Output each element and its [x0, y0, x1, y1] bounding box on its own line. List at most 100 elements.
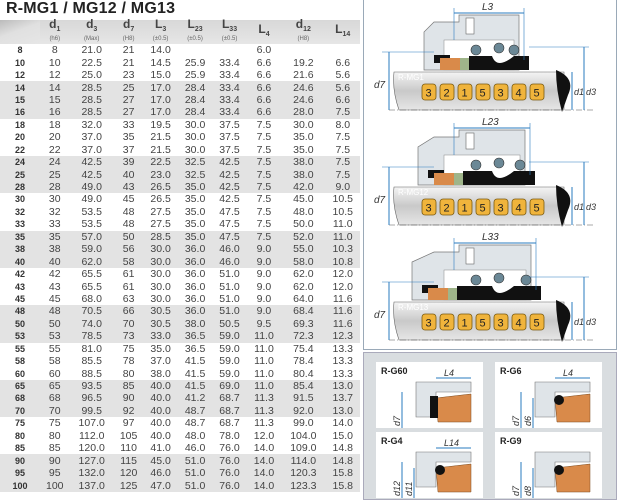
table-cell: 30.5	[143, 305, 178, 318]
o-ring	[470, 44, 482, 56]
table-cell: 11.0	[246, 330, 282, 343]
seal-model-label: R-MG13	[398, 303, 429, 312]
table-cell: 107.0	[78, 417, 105, 430]
table-cell: 30.0	[150, 280, 171, 293]
part-number: 4	[516, 203, 522, 215]
table-cell: 28.5	[69, 106, 114, 119]
part-number-badge	[493, 83, 509, 101]
table-cell: 38.0	[177, 317, 213, 331]
table-cell: 36.0	[177, 243, 213, 256]
table-cell: 15.8	[325, 466, 360, 480]
table-cell: 14	[40, 81, 70, 94]
row-size: 10	[14, 57, 25, 68]
row-size: 70	[0, 404, 40, 418]
row-size: 42	[14, 269, 25, 280]
table-row: 35 35 57.0 50 28.5 35.0 47.5 7.5 52.0 11.0	[0, 230, 360, 243]
table-cell: 73	[113, 330, 144, 343]
length-dimension-label: L33	[482, 232, 499, 243]
table-cell: 26.5	[150, 193, 171, 206]
table-cell: 15.0	[332, 429, 353, 442]
table-cell: 13.3	[332, 355, 353, 368]
part-number-badge	[457, 83, 473, 101]
table-cell: 41.2	[177, 392, 213, 405]
table-cell: 30.0	[143, 255, 178, 268]
table-cell: 7.5	[246, 230, 282, 243]
row-size: 8	[17, 45, 23, 56]
table-cell: 14.0	[246, 466, 282, 480]
table-cell: 19.5	[150, 118, 171, 131]
table-cell: 78.5	[69, 330, 114, 343]
part-number-badge	[475, 313, 491, 331]
table-cell: 47.5	[219, 218, 240, 231]
dimension-table: d1 (h6) d3 (Max) d7 (H8) L3 (±0.5) L23 (±0.5) L33(…	[0, 17, 360, 492]
table-row: 12 12 25.0 23 15.0 25.9 33.4 6.6 21.6 5.6	[0, 69, 360, 81]
table-cell: 6.6	[246, 81, 282, 94]
table-cell: 30.0	[150, 268, 171, 281]
table-cell: 42.5	[212, 155, 247, 169]
table-cell: 47.0	[143, 479, 178, 492]
col-subscript: 14	[342, 31, 351, 39]
seat-cup	[430, 396, 438, 418]
table-cell: 14.8	[332, 442, 353, 455]
table-cell: 23.0	[143, 168, 178, 181]
table-cell: 13.0	[325, 404, 360, 418]
row-size: 14	[0, 81, 40, 94]
column-header: d12 (H8)	[281, 18, 326, 44]
table-cell: 7.5	[256, 205, 272, 218]
row-size: 33	[14, 219, 25, 230]
table-cell: 7.5	[256, 193, 272, 206]
part-number-badge	[529, 83, 545, 101]
table-cell: 37.5	[219, 143, 240, 156]
col-symbol: L	[335, 21, 343, 36]
table-cell: 100	[40, 479, 70, 492]
table-cell: 51.0	[219, 292, 240, 305]
col-symbol: L	[187, 17, 195, 32]
table-cell: 37.0	[81, 131, 102, 144]
col-tolerance: (±0.5)	[221, 35, 238, 42]
row-size: 80	[14, 430, 25, 441]
o-ring	[514, 159, 526, 171]
table-cell: 80	[122, 367, 135, 380]
part-number-badge	[439, 313, 455, 331]
table-cell: 12.0	[253, 429, 275, 442]
table-cell: 38.0	[281, 168, 326, 181]
table-cell: 127.0	[69, 454, 114, 467]
table-cell: 24.6	[281, 93, 326, 107]
table-cell: 35	[122, 131, 135, 144]
table-cell: 30.0	[184, 143, 206, 156]
table-cell: 68.4	[281, 305, 326, 318]
page-title: R-MG1 / MG12 / MG13	[6, 0, 176, 17]
d7-label: d7	[374, 310, 386, 321]
table-cell: 28.5	[69, 93, 114, 107]
table-cell: 30.0	[293, 118, 314, 131]
row-size: 18	[14, 119, 25, 130]
table-cell: 11.0	[332, 218, 353, 231]
table-cell: 65.5	[81, 268, 102, 281]
table-cell: 21.5	[150, 131, 171, 144]
col-symbol: d	[86, 17, 94, 32]
table-cell: 41.5	[177, 379, 213, 393]
table-row: 45 45 68.0 63 30.0 36.0 51.0 9.0 64.0 11.6	[0, 293, 360, 305]
seat-oring	[435, 465, 445, 475]
table-cell: 21.6	[293, 69, 314, 82]
table-cell: 21	[122, 56, 135, 69]
column-header: L14	[325, 20, 360, 44]
table-cell: 76.0	[212, 454, 247, 467]
table-cell: 132.0	[69, 466, 114, 480]
table-cell: 51.0	[212, 305, 247, 318]
table-cell: 42.5	[69, 155, 114, 169]
table-cell: 47.5	[219, 205, 240, 218]
table-row: 100 100 137.0 125 47.0 51.0 76.0 14.0 123.3 15.8	[0, 479, 360, 492]
table-cell: 11.6	[325, 317, 360, 331]
table-cell: 91.5	[281, 392, 326, 405]
table-cell: 59.0	[219, 367, 240, 380]
d1-label: d1	[574, 202, 584, 212]
column-header: d1 (h6)	[40, 18, 70, 44]
table-cell: 42.5	[212, 168, 247, 181]
table-cell: 40.0	[150, 417, 171, 430]
part-number-badge	[529, 313, 545, 331]
table-cell: 74.0	[69, 317, 114, 331]
table-cell: 66	[113, 305, 144, 318]
row-size: 95	[0, 466, 40, 480]
part-number-badge	[511, 198, 527, 216]
